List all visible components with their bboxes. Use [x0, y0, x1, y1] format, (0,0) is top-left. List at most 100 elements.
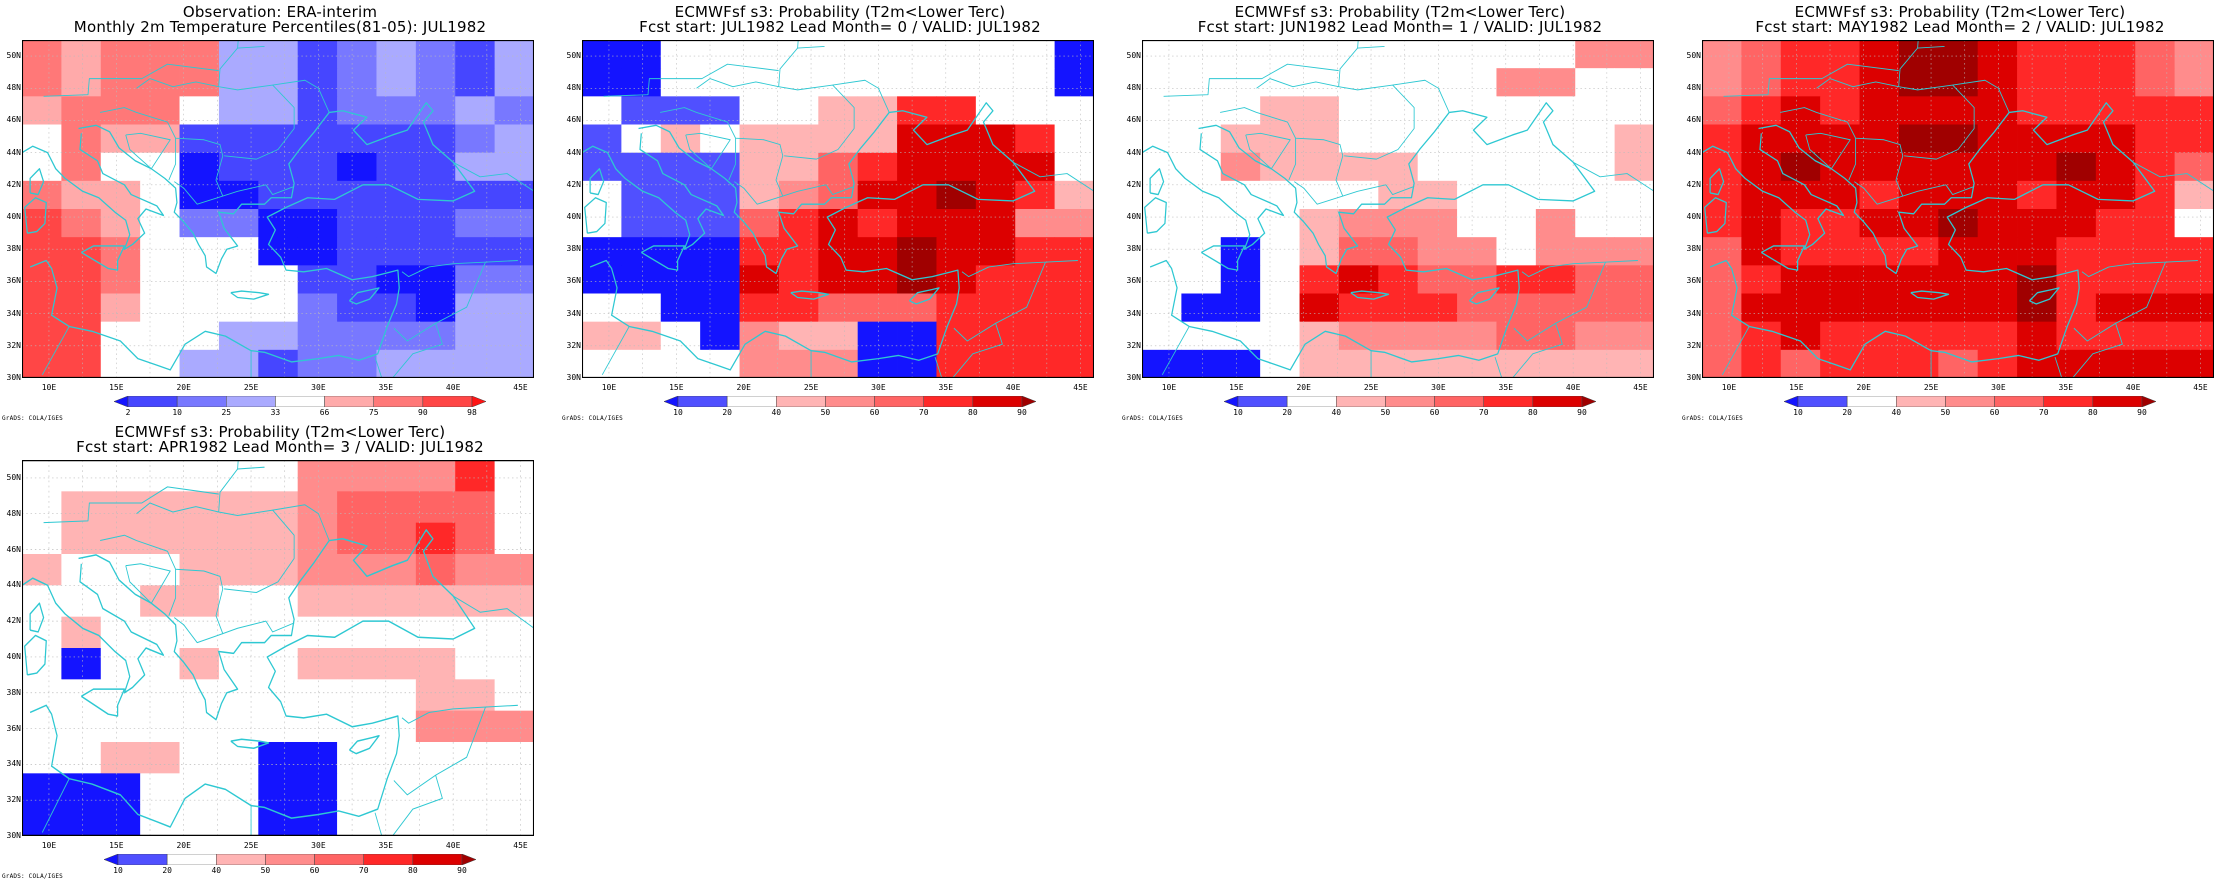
coastline: [778, 45, 825, 87]
grid-cell: [1417, 152, 1458, 182]
lat-tick-label: 30N: [566, 373, 581, 382]
lat-tick-label: 34N: [6, 759, 21, 769]
grid-cell: [218, 40, 259, 69]
grid-cell: [1977, 40, 2018, 69]
grid-cell: [494, 585, 534, 618]
lat-tick-label: 46N: [1686, 115, 1701, 125]
grid-cell: [494, 209, 534, 238]
grid-cell: [376, 152, 417, 182]
colorbar-segment: [363, 854, 414, 865]
grid-cell: [2056, 68, 2097, 97]
grid-cell: [494, 68, 534, 97]
grid-cell: [415, 554, 456, 586]
grid-cell: [1898, 349, 1939, 378]
grid-cell: [1898, 40, 1939, 69]
coastline: [951, 323, 1003, 378]
lon-tick-label: 25E: [803, 383, 819, 392]
grid-cell: [818, 293, 859, 323]
colorbar-segment: [1434, 396, 1484, 407]
grid-cell: [415, 491, 456, 524]
lon-tick-label: 20E: [1856, 383, 1871, 392]
grid-cell: [297, 554, 338, 586]
map-frame: [582, 40, 1094, 378]
grid-cell: [1820, 321, 1860, 351]
coastline: [1805, 132, 1851, 170]
coastline: [136, 502, 295, 594]
grid-cell: [376, 265, 417, 294]
grid-cell: [415, 152, 456, 182]
grid-cell: [975, 96, 1016, 125]
grid-cell: [1702, 96, 1742, 125]
grid-cell: [1338, 96, 1379, 125]
grid-cell: [179, 237, 220, 266]
grid-cell: [1338, 124, 1379, 154]
grid-cell: [22, 349, 62, 378]
grid-cell: [1054, 152, 1094, 182]
lat-tick-label: 40N: [6, 212, 21, 222]
colorbar-segment: [1896, 396, 1946, 407]
grid-cell: [2095, 180, 2136, 210]
grid-cell: [1220, 68, 1261, 97]
lat-tick-label: 34N: [566, 308, 581, 318]
grid-cell: [1457, 152, 1497, 182]
colorbar-tick-label: 98: [467, 408, 477, 417]
grid-cell: [218, 460, 259, 492]
grid-cell: [218, 522, 259, 555]
grid-cell: [1859, 293, 1900, 323]
coastline: [2071, 323, 2123, 378]
grid-cell: [61, 491, 102, 524]
colorbar-tick-label: 10: [113, 866, 123, 875]
grid-cell: [415, 710, 456, 743]
coastline: [401, 266, 430, 278]
grid-cell: [494, 321, 534, 351]
coastline: [374, 356, 383, 378]
lat-tick-label: 30N: [1126, 373, 1141, 382]
coastline: [391, 323, 443, 378]
grid-cell: [455, 124, 495, 154]
grid-cell: [1702, 237, 1742, 266]
grid-cell: [1457, 68, 1497, 97]
grid-cell: [1938, 96, 1979, 125]
grid-cell: [1417, 237, 1458, 266]
grid-cell: [61, 616, 102, 649]
grid-cell: [778, 40, 819, 69]
grid-cell: [1299, 237, 1340, 266]
coastline: [391, 774, 443, 836]
coastline: [1342, 184, 1415, 197]
coastline: [1201, 245, 1246, 271]
coastline: [584, 197, 607, 234]
coastline: [1723, 63, 1899, 97]
lat-tick-label: 36N: [6, 276, 21, 286]
coastline: [1704, 197, 1727, 234]
grid-cell: [1181, 265, 1222, 294]
grid-cell: [1741, 180, 1782, 210]
lon-tick-label: 10E: [41, 383, 57, 392]
grid-cell: [61, 96, 102, 125]
grid-cell: [857, 293, 898, 323]
grid-cell: [258, 522, 299, 555]
coastline: [1245, 132, 1291, 170]
grid-cell: [337, 321, 377, 351]
lon-tick-label: 25E: [1363, 383, 1379, 392]
grid-cell: [455, 209, 495, 238]
grads-credit: GrADS: COLA/IGES: [2, 873, 63, 880]
grid-cell: [857, 68, 898, 97]
grid-cell: [2135, 265, 2175, 294]
coastline: [272, 504, 330, 541]
grid-cell: [1741, 265, 1782, 294]
lat-tick-label: 44N: [566, 147, 581, 157]
lon-tick-label: 10E: [41, 841, 57, 850]
grid-cell: [415, 96, 456, 125]
lon-tick-label: 10E: [601, 383, 617, 392]
grid-cell: [582, 265, 622, 294]
grid-cell: [1496, 209, 1537, 238]
grid-cell: [140, 773, 180, 806]
colorbar-segment: [104, 854, 119, 865]
grid-cell: [1378, 321, 1419, 351]
grid-cell: [337, 209, 377, 238]
panel-title-line1: ECMWFsf s3: Probability (T2m<Lower Terc): [114, 423, 446, 441]
coastline: [934, 356, 943, 378]
grid-cell: [1702, 321, 1742, 351]
grid-cell: [1054, 265, 1094, 294]
grid-cell: [140, 321, 180, 351]
